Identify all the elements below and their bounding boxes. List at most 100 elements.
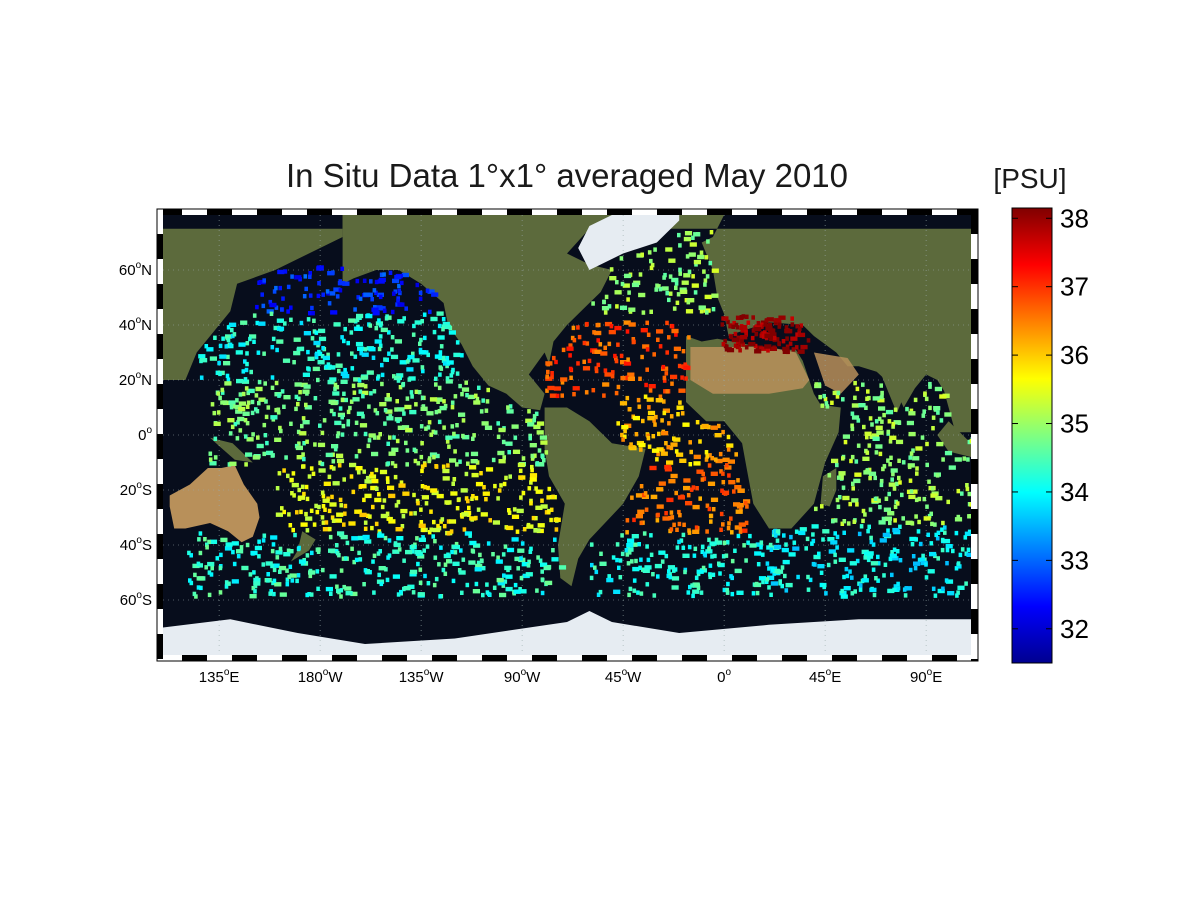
salinity-cell	[668, 479, 676, 484]
salinity-cell	[662, 516, 670, 521]
salinity-cell	[640, 354, 644, 360]
salinity-cell	[426, 411, 434, 416]
salinity-cell	[898, 558, 903, 563]
salinity-cell	[775, 538, 780, 543]
salinity-cell	[751, 328, 756, 333]
salinity-cell	[729, 574, 733, 579]
salinity-cell	[287, 574, 291, 579]
salinity-cell	[527, 486, 532, 491]
salinity-cell	[806, 587, 811, 592]
salinity-cell	[243, 418, 248, 423]
salinity-cell	[636, 590, 640, 595]
salinity-cell	[407, 377, 412, 382]
salinity-cell	[443, 324, 451, 330]
colorbar-tick-label: 37	[1060, 272, 1089, 302]
salinity-cell	[585, 341, 590, 346]
salinity-cell	[725, 587, 729, 593]
salinity-cell	[353, 431, 358, 437]
salinity-cell	[756, 321, 761, 326]
salinity-cell	[449, 529, 454, 534]
salinity-cell	[497, 450, 505, 456]
salinity-cell	[648, 384, 656, 389]
salinity-cell	[378, 549, 382, 554]
salinity-cell	[431, 490, 439, 496]
salinity-cell	[620, 281, 625, 287]
salinity-cell	[372, 311, 380, 316]
salinity-cell	[683, 485, 691, 491]
salinity-cell	[739, 325, 748, 330]
salinity-cell	[721, 429, 725, 435]
salinity-cell	[501, 552, 506, 557]
salinity-cell	[243, 359, 247, 364]
salinity-cell	[835, 462, 839, 468]
salinity-cell	[692, 553, 697, 558]
salinity-cell	[446, 559, 450, 564]
salinity-cell	[484, 497, 488, 502]
salinity-cell	[732, 337, 740, 342]
salinity-cell	[420, 406, 428, 411]
salinity-cell	[865, 396, 869, 401]
salinity-cell	[637, 542, 641, 547]
salinity-cell	[363, 347, 368, 352]
salinity-cell	[629, 442, 633, 447]
salinity-cell	[630, 542, 638, 547]
salinity-cell	[652, 418, 656, 423]
salinity-cell	[649, 533, 653, 538]
salinity-cell	[877, 416, 882, 422]
salinity-cell	[544, 450, 549, 455]
salinity-cell	[735, 344, 740, 350]
salinity-cell	[670, 381, 674, 386]
salinity-cell	[276, 326, 285, 331]
salinity-cell	[693, 454, 701, 460]
salinity-cell	[343, 556, 348, 561]
salinity-cell	[205, 542, 209, 547]
salinity-cell	[358, 557, 363, 562]
salinity-cell	[274, 380, 279, 386]
salinity-cell	[213, 335, 217, 340]
salinity-cell	[383, 535, 388, 541]
salinity-cell	[360, 375, 368, 380]
salinity-cell	[307, 356, 315, 361]
salinity-cell	[674, 332, 678, 337]
salinity-cell	[540, 453, 544, 458]
salinity-cell	[840, 588, 844, 594]
salinity-cell	[666, 445, 670, 450]
frame-segment-top	[782, 209, 807, 215]
salinity-cell	[614, 358, 619, 364]
salinity-cell	[768, 323, 773, 328]
salinity-cell	[667, 569, 671, 574]
salinity-cell	[355, 326, 363, 331]
salinity-cell	[737, 341, 742, 346]
salinity-cell	[229, 402, 234, 408]
salinity-cell	[714, 540, 723, 545]
salinity-cell	[481, 592, 485, 598]
salinity-cell	[302, 372, 310, 377]
salinity-cell	[842, 434, 850, 439]
salinity-cell	[332, 481, 340, 486]
salinity-cell	[878, 504, 882, 510]
salinity-cell	[261, 562, 266, 567]
salinity-cell	[394, 339, 402, 344]
salinity-cell	[820, 403, 825, 408]
salinity-cell	[415, 536, 419, 541]
salinity-cell	[782, 349, 790, 354]
salinity-cell	[488, 518, 492, 523]
salinity-cell	[245, 361, 249, 367]
salinity-cell	[333, 322, 341, 327]
salinity-cell	[876, 561, 881, 566]
salinity-cell	[416, 461, 421, 466]
salinity-cell	[264, 399, 268, 404]
salinity-cell	[302, 441, 306, 446]
salinity-cell	[625, 552, 630, 557]
salinity-cell	[711, 507, 716, 512]
salinity-cell	[726, 447, 731, 452]
salinity-cell	[698, 496, 702, 501]
salinity-cell	[873, 475, 877, 481]
salinity-cell	[255, 320, 260, 326]
salinity-cell	[639, 484, 644, 489]
salinity-cell	[353, 354, 358, 359]
salinity-cell	[513, 435, 518, 440]
salinity-cell	[308, 311, 312, 316]
salinity-cell	[340, 379, 348, 384]
salinity-cell	[357, 535, 365, 541]
